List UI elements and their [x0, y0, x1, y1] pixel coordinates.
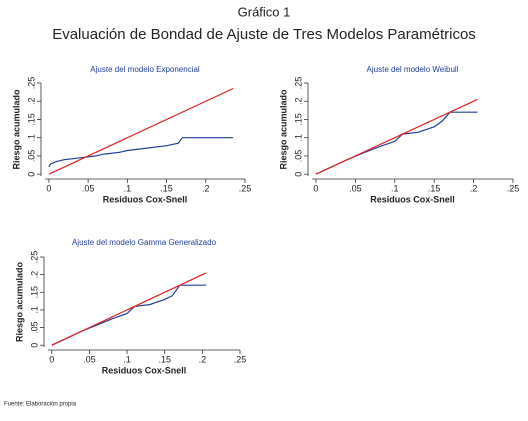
data-line — [48, 87, 234, 175]
source: Fuente: Elaboración propia — [4, 402, 77, 408]
y-tick-label: 0 — [29, 343, 39, 348]
x-tick-label: .05 — [83, 354, 96, 364]
x-tick-label: 0 — [313, 183, 318, 193]
x-axis-label: Residuos Cox-Snell — [370, 194, 455, 204]
x-tick-label: .25 — [507, 183, 520, 193]
x-tick-label: .05 — [82, 183, 95, 193]
y-tick-label: .2 — [29, 271, 39, 279]
y-tick-label: .25 — [29, 251, 39, 264]
y-axis-label: Riesgo acumulado — [11, 89, 21, 170]
figure-subtitle: Evaluación de Bondad de Ajuste de Tres M… — [52, 26, 476, 43]
y-tick-label: 0 — [26, 172, 36, 177]
x-tick-label: .1 — [391, 183, 399, 193]
y-tick-label: .05 — [293, 150, 303, 163]
data-line — [48, 137, 234, 168]
y-axis-label: Riesgo acumulado — [278, 89, 288, 170]
x-tick-label: 0 — [49, 354, 54, 364]
y-tick-label: .1 — [26, 134, 36, 142]
y-tick-label: .05 — [26, 150, 36, 163]
data-line — [51, 272, 207, 346]
figure-title: Gráfico 1 — [238, 4, 291, 19]
x-tick-label: .15 — [160, 183, 173, 193]
y-tick-label: .15 — [29, 286, 39, 299]
x-tick-label: .1 — [123, 354, 131, 364]
x-tick-label: .2 — [199, 354, 207, 364]
y-tick-label: .1 — [29, 306, 39, 314]
y-tick-label: .2 — [26, 97, 36, 105]
chart-title: Ajuste del modelo Gamma Generalizado — [72, 238, 217, 247]
y-tick-label: .15 — [293, 113, 303, 126]
x-tick-label: 0 — [46, 183, 51, 193]
x-tick-label: .15 — [158, 354, 171, 364]
data-line — [51, 284, 207, 346]
x-tick-label: .2 — [470, 183, 478, 193]
x-tick-label: .2 — [202, 183, 210, 193]
x-tick-label: .05 — [349, 183, 362, 193]
y-tick-label: .25 — [293, 77, 303, 90]
x-tick-label: .15 — [428, 183, 441, 193]
chart-title: Ajuste del modelo Weibull — [367, 65, 459, 74]
x-tick-label: .25 — [239, 183, 252, 193]
x-axis-label: Residuos Cox-Snell — [102, 365, 187, 375]
y-tick-label: .2 — [293, 97, 303, 105]
data-line — [315, 111, 478, 175]
y-tick-label: .05 — [29, 321, 39, 334]
y-axis-label: Riesgo acumulado — [14, 261, 24, 342]
x-tick-label: .1 — [124, 183, 132, 193]
chart-title: Ajuste del modelo Exponencial — [90, 65, 200, 74]
y-tick-label: .25 — [26, 77, 36, 90]
y-tick-label: .15 — [26, 113, 36, 126]
x-axis-label: Residuos Cox-Snell — [103, 194, 188, 204]
y-tick-label: 0 — [293, 172, 303, 177]
y-tick-label: .1 — [293, 134, 303, 142]
x-tick-label: .25 — [234, 354, 247, 364]
data-line — [315, 98, 478, 175]
